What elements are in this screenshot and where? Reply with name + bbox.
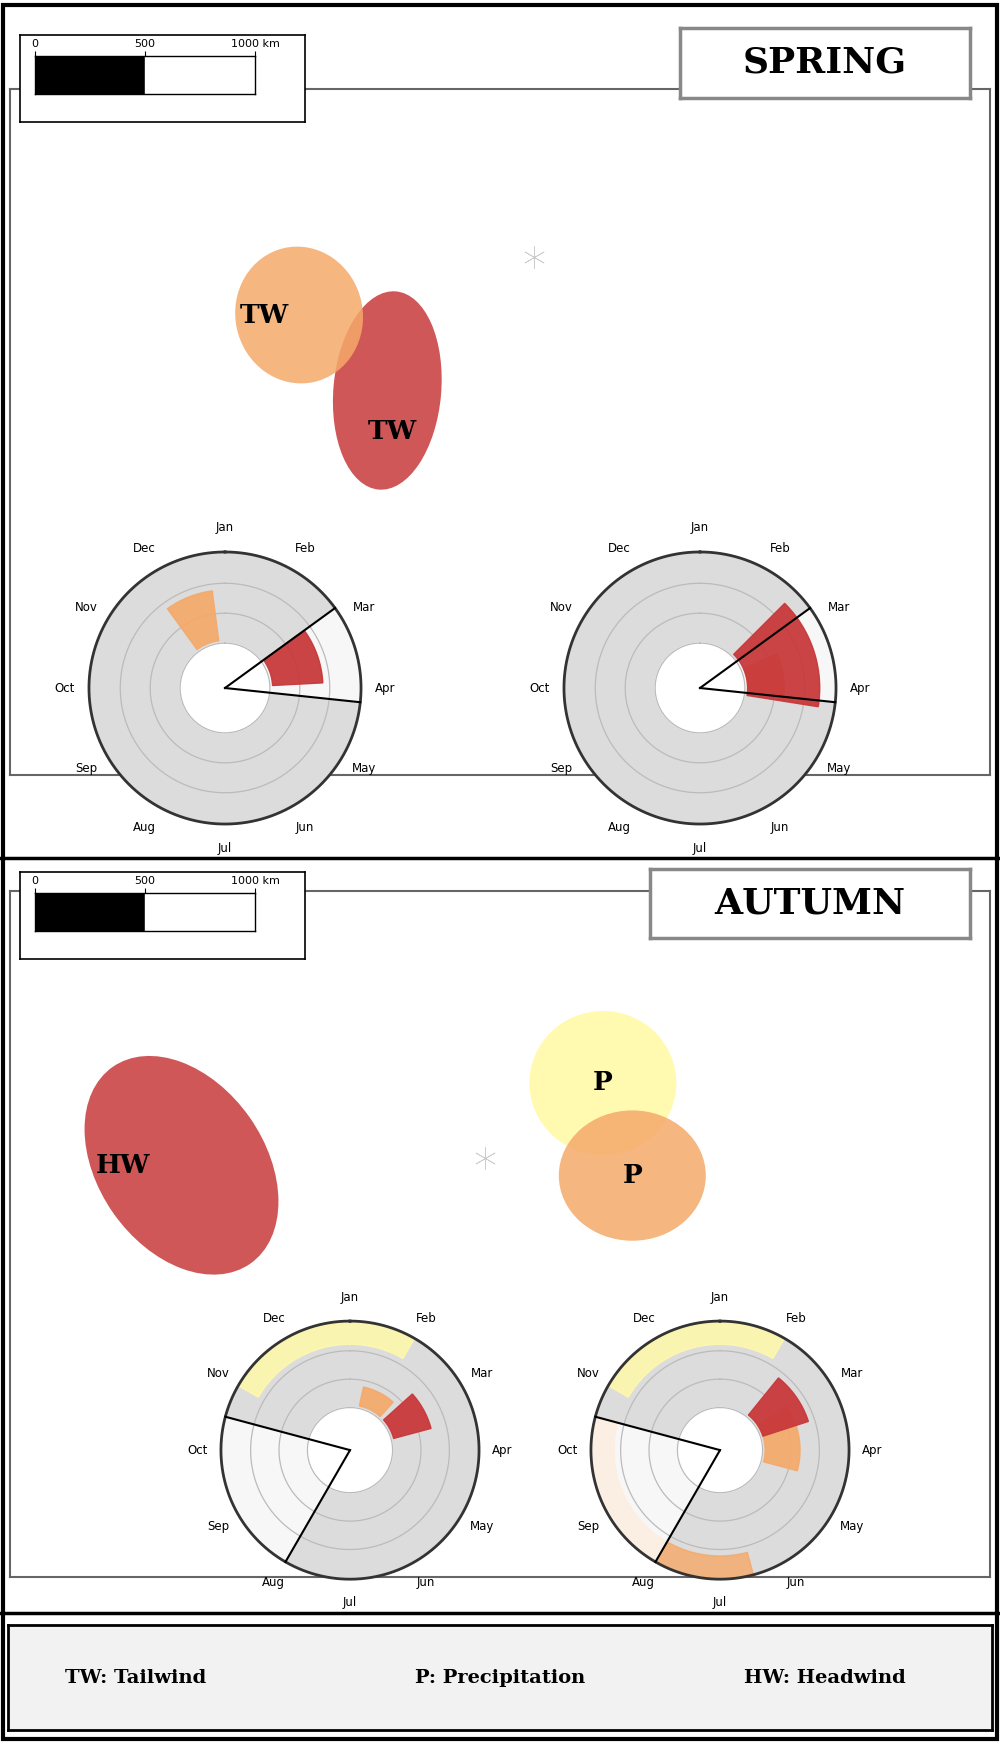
Ellipse shape xyxy=(85,1055,278,1275)
Text: Sep: Sep xyxy=(550,762,572,774)
Text: Feb: Feb xyxy=(416,1311,437,1325)
Text: Jul: Jul xyxy=(713,1596,727,1610)
Polygon shape xyxy=(564,551,836,823)
Text: Aug: Aug xyxy=(262,1575,285,1589)
Polygon shape xyxy=(264,630,323,685)
Text: TW: TW xyxy=(240,302,289,328)
Text: P: P xyxy=(622,1163,642,1188)
Text: Mar: Mar xyxy=(471,1367,493,1381)
Text: Oct: Oct xyxy=(54,682,75,694)
Text: Sep: Sep xyxy=(207,1519,229,1533)
Text: Jul: Jul xyxy=(693,842,707,855)
Ellipse shape xyxy=(235,246,363,384)
Polygon shape xyxy=(167,591,219,649)
Text: Jan: Jan xyxy=(691,521,709,534)
Text: P: P xyxy=(593,1071,613,1095)
Text: Jun: Jun xyxy=(771,820,789,834)
Text: Nov: Nov xyxy=(207,1367,230,1381)
Text: TW: Tailwind: TW: Tailwind xyxy=(65,1669,207,1686)
Text: Jun: Jun xyxy=(296,820,314,834)
Text: TW: TW xyxy=(368,419,417,445)
Text: Dec: Dec xyxy=(262,1311,285,1325)
Text: SPRING: SPRING xyxy=(743,45,907,80)
Polygon shape xyxy=(221,1416,350,1563)
Text: Aug: Aug xyxy=(133,820,156,834)
Polygon shape xyxy=(677,1407,763,1493)
Text: Nov: Nov xyxy=(577,1367,600,1381)
Polygon shape xyxy=(238,1322,415,1397)
Text: Jan: Jan xyxy=(341,1291,359,1305)
Polygon shape xyxy=(700,609,836,703)
Text: AUTUMN: AUTUMN xyxy=(714,886,906,921)
Polygon shape xyxy=(359,1386,393,1416)
Text: Oct: Oct xyxy=(188,1444,208,1456)
Polygon shape xyxy=(758,1407,800,1470)
Ellipse shape xyxy=(333,291,442,490)
Polygon shape xyxy=(591,1322,849,1578)
Text: Nov: Nov xyxy=(75,602,97,614)
Polygon shape xyxy=(743,654,784,698)
Text: Feb: Feb xyxy=(295,542,316,556)
Text: Oct: Oct xyxy=(529,682,550,694)
Polygon shape xyxy=(655,644,745,732)
Ellipse shape xyxy=(559,1111,706,1240)
Text: Jun: Jun xyxy=(787,1575,805,1589)
Polygon shape xyxy=(384,1393,431,1439)
Text: Oct: Oct xyxy=(558,1444,578,1456)
Text: Jan: Jan xyxy=(216,521,234,534)
Text: Jul: Jul xyxy=(343,1596,357,1610)
Text: HW: HW xyxy=(95,1153,150,1177)
Polygon shape xyxy=(225,609,361,703)
Text: Feb: Feb xyxy=(770,542,791,556)
Text: Nov: Nov xyxy=(550,602,572,614)
Text: May: May xyxy=(827,762,851,774)
Text: Dec: Dec xyxy=(608,542,631,556)
Text: Jun: Jun xyxy=(417,1575,435,1589)
Text: Dec: Dec xyxy=(632,1311,655,1325)
Text: May: May xyxy=(840,1519,864,1533)
Text: HW: Headwind: HW: Headwind xyxy=(744,1669,906,1686)
Text: Apr: Apr xyxy=(492,1444,513,1456)
Ellipse shape xyxy=(529,1012,676,1155)
Text: P: Precipitation: P: Precipitation xyxy=(415,1669,585,1686)
Polygon shape xyxy=(221,1322,479,1578)
Polygon shape xyxy=(180,644,270,732)
Text: Apr: Apr xyxy=(862,1444,883,1456)
Polygon shape xyxy=(734,603,820,706)
Text: May: May xyxy=(470,1519,494,1533)
Text: Jul: Jul xyxy=(218,842,232,855)
Polygon shape xyxy=(89,551,361,823)
Text: Mar: Mar xyxy=(828,602,850,614)
Text: Mar: Mar xyxy=(841,1367,863,1381)
Text: Aug: Aug xyxy=(608,820,631,834)
Text: Sep: Sep xyxy=(577,1519,599,1533)
Text: Dec: Dec xyxy=(133,542,156,556)
Polygon shape xyxy=(591,1416,720,1563)
Text: Jan: Jan xyxy=(711,1291,729,1305)
Polygon shape xyxy=(608,1322,785,1397)
Text: Feb: Feb xyxy=(786,1311,807,1325)
Text: Aug: Aug xyxy=(632,1575,655,1589)
Polygon shape xyxy=(748,1378,808,1435)
Text: Apr: Apr xyxy=(850,682,871,694)
Text: Sep: Sep xyxy=(75,762,97,774)
Text: Mar: Mar xyxy=(353,602,375,614)
Polygon shape xyxy=(307,1407,393,1493)
Polygon shape xyxy=(591,1416,753,1578)
Text: May: May xyxy=(352,762,376,774)
Text: Apr: Apr xyxy=(375,682,396,694)
